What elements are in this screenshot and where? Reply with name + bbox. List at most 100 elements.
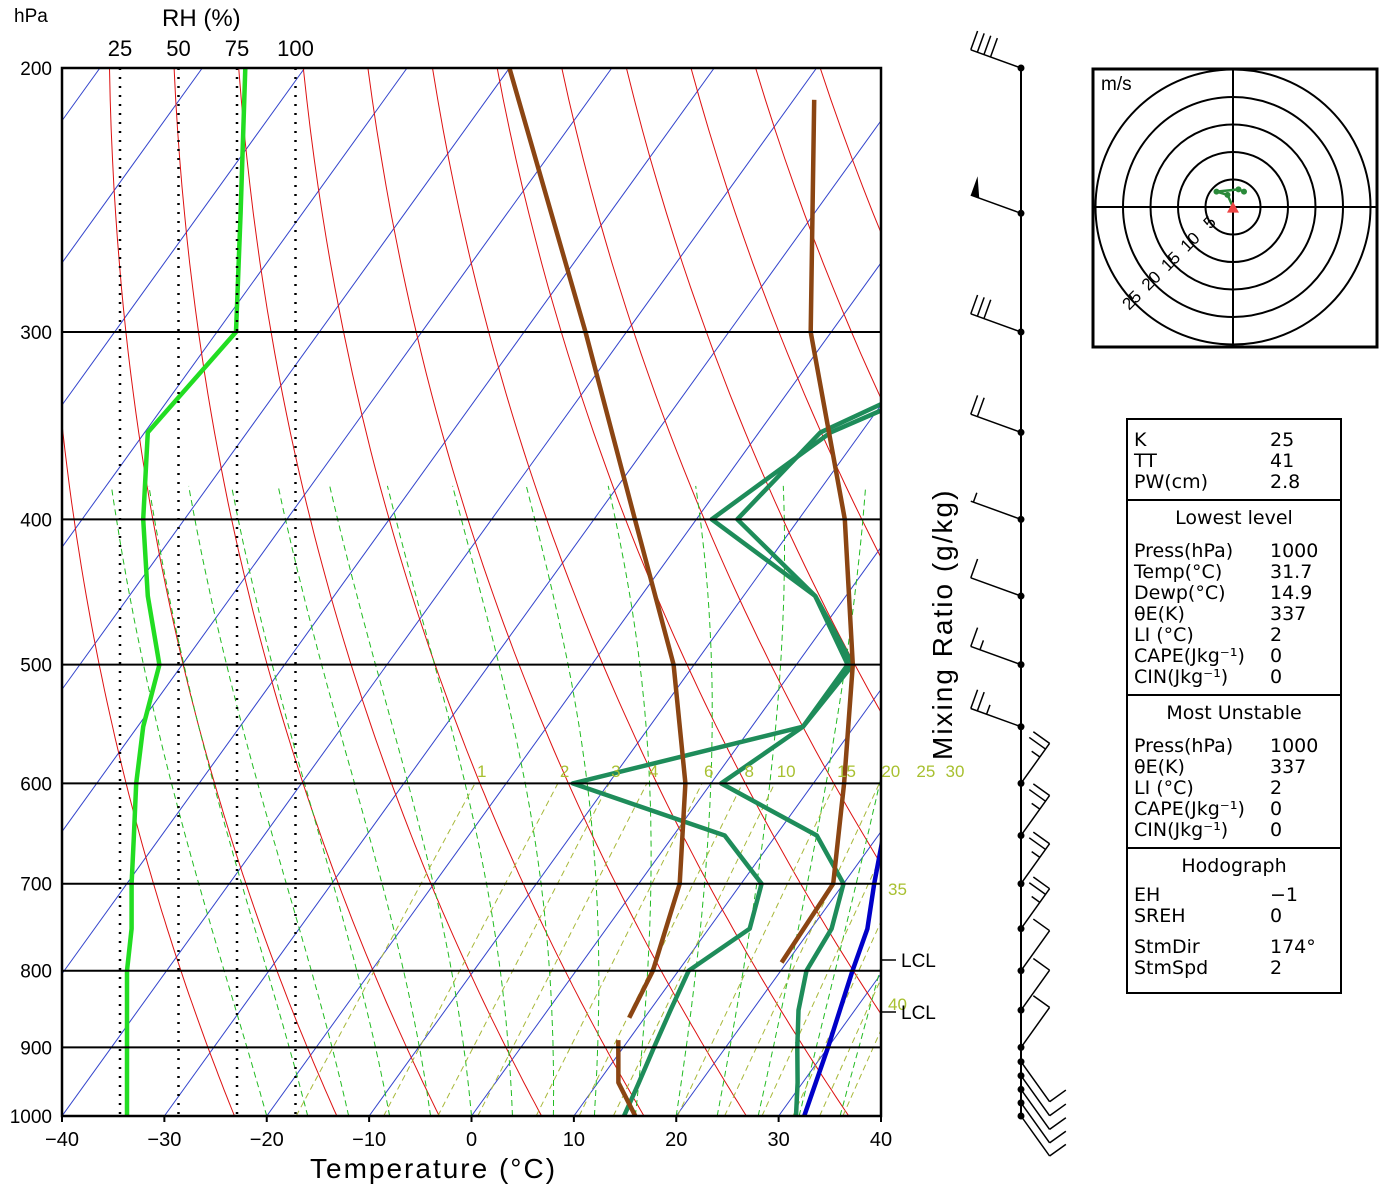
barb-staff xyxy=(970,49,1022,69)
barb-staff xyxy=(1020,1075,1051,1117)
barb-staff xyxy=(1020,930,1051,972)
temp-tick-label: −30 xyxy=(147,1129,181,1151)
barb-flag xyxy=(970,294,979,315)
isotherm-line xyxy=(62,68,101,122)
moist-adiabat-line xyxy=(716,485,785,1116)
mixing-ratio-label: 2 xyxy=(560,762,569,781)
barb-flag xyxy=(970,627,979,647)
barb-flag xyxy=(989,37,999,58)
moist-adiabat-line xyxy=(386,485,513,1116)
temp-tick-label: −10 xyxy=(352,1129,386,1151)
index-row: Press(hPa) 1000 xyxy=(1128,541,1340,562)
barb-half-flag xyxy=(1031,802,1041,810)
mixing-ratio-line xyxy=(792,920,881,1116)
temp-tick-label: −20 xyxy=(250,1129,284,1151)
moist-adiabat-line xyxy=(607,485,652,1116)
index-value: 1000 xyxy=(1270,540,1319,562)
hodograph-title: Hodograph xyxy=(1181,855,1287,877)
dry-adiabat-line xyxy=(302,68,645,1116)
index-key: PW(cm) xyxy=(1134,471,1209,493)
rh-tick-label: 75 xyxy=(225,36,249,61)
dry-adiabat-line xyxy=(755,68,881,400)
index-row: SREH 0 xyxy=(1128,906,1340,927)
index-row: StmDir 174° xyxy=(1128,937,1340,958)
moist-adiabat-line xyxy=(675,485,713,1116)
hodograph-point xyxy=(1235,186,1242,193)
isotherm-line xyxy=(62,68,408,549)
mixing-ratio-line xyxy=(477,783,648,1116)
profile-dewpoint-line xyxy=(570,408,881,1116)
barb-half-flag xyxy=(972,492,978,503)
rh-tick-label: 25 xyxy=(108,36,132,61)
isotherm-line xyxy=(62,68,613,833)
mixing-ratio-line xyxy=(612,783,776,1116)
barb-flag xyxy=(983,35,992,55)
hodograph-point xyxy=(1213,188,1220,195)
barb-flag xyxy=(1049,1130,1067,1144)
index-value: 31.7 xyxy=(1270,561,1313,583)
mixing-ratio-label: 6 xyxy=(704,762,713,781)
index-key: LI (°C) xyxy=(1134,624,1194,646)
index-row: θE(K) 337 xyxy=(1128,757,1340,778)
mixing-ratio-line xyxy=(535,783,703,1116)
index-key: StmSpd xyxy=(1134,957,1209,979)
pressure-tick-label: 500 xyxy=(20,656,52,677)
barb-half-flag xyxy=(1031,895,1041,903)
dry-adiabat-line xyxy=(108,68,338,1116)
index-row: EH −1 xyxy=(1128,885,1340,906)
barb-flag xyxy=(1049,1089,1067,1103)
index-value: −1 xyxy=(1270,884,1299,906)
barb-flag xyxy=(1028,837,1046,851)
barb-flag xyxy=(1032,957,1051,971)
mixing-ratio-line xyxy=(761,855,881,1116)
index-row: Temp(°C) 31.7 xyxy=(1128,562,1340,583)
barb-half-flag xyxy=(979,640,985,651)
mixing-ratio-label: 10 xyxy=(777,762,796,781)
barb-staff xyxy=(970,313,1022,333)
barb-staff xyxy=(1020,1102,1051,1144)
index-row: K 25 xyxy=(1128,430,1340,451)
index-value: 2.8 xyxy=(1270,471,1301,493)
x-axis-title: Temperature (°C) xyxy=(310,1153,557,1184)
barb-flag xyxy=(1032,731,1051,744)
moist-adiabat-line xyxy=(277,485,432,1116)
index-value: 0 xyxy=(1270,645,1283,667)
index-value: 337 xyxy=(1270,756,1307,778)
barb-flag xyxy=(976,397,985,417)
profile-parcel_b-line xyxy=(507,68,688,1019)
barb-staff xyxy=(1020,1061,1051,1103)
index-key: TT xyxy=(1134,450,1157,472)
isotherm-line xyxy=(62,68,306,406)
barb-flag xyxy=(970,30,979,51)
index-key: Dewp(°C) xyxy=(1134,582,1226,604)
index-value: 14.9 xyxy=(1270,582,1313,604)
index-row: PW(cm) 2.8 xyxy=(1128,472,1340,493)
hpa-label: hPa xyxy=(14,6,48,27)
dry-adiabat-line xyxy=(367,68,747,1116)
pressure-tick-label: 200 xyxy=(20,59,52,80)
index-value: 2 xyxy=(1270,777,1283,799)
index-row: CAPE(Jkg⁻¹) 0 xyxy=(1128,799,1340,820)
barb-staff xyxy=(1020,888,1051,930)
index-value: 0 xyxy=(1270,666,1283,688)
mixing-ratio-line xyxy=(437,783,610,1116)
isotherm-line xyxy=(62,68,203,264)
hodograph-unit-label: m/s xyxy=(1101,74,1132,95)
mixing-ratio-label: 25 xyxy=(916,762,935,781)
pressure-tick-label: 600 xyxy=(20,774,52,795)
moist-adiabat-line xyxy=(452,485,555,1116)
index-value: 2 xyxy=(1270,624,1283,646)
moist-adiabat-line xyxy=(148,485,309,1116)
pressure-tick-label: 300 xyxy=(20,323,52,344)
mixing-ratio-label: 20 xyxy=(881,762,900,781)
moist-adiabat-line xyxy=(839,964,881,1116)
pressure-tick-label: 400 xyxy=(20,510,52,531)
barb-flag xyxy=(1032,783,1051,797)
isotherm-line xyxy=(573,688,881,1116)
index-value: 174° xyxy=(1270,936,1316,958)
index-value: 25 xyxy=(1270,429,1295,451)
pressure-tick-label: 900 xyxy=(20,1038,52,1059)
index-row: LI (°C) 2 xyxy=(1128,778,1340,799)
barb-half-flag xyxy=(985,704,991,715)
